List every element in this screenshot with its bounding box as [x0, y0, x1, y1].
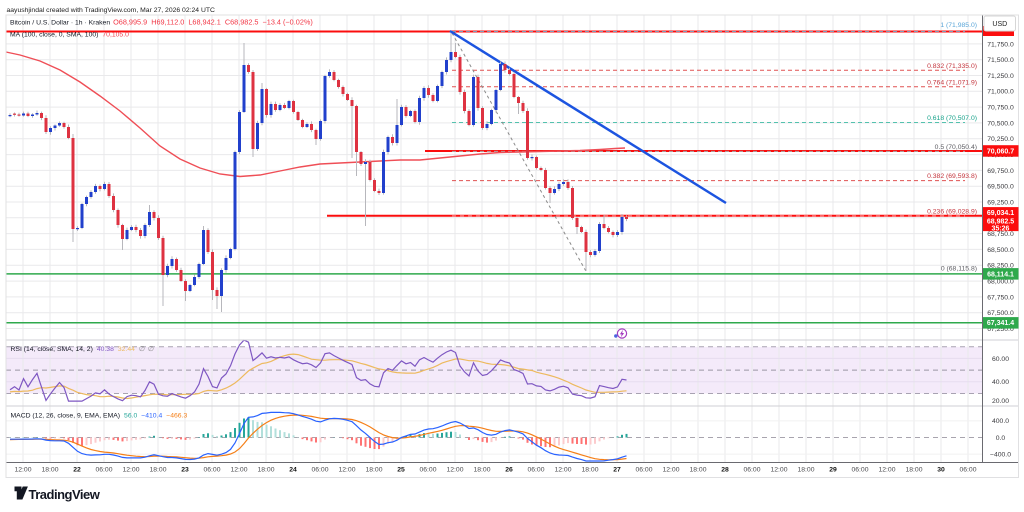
svg-text:24: 24 [289, 466, 297, 473]
svg-text:70,250.0: 70,250.0 [987, 136, 1014, 143]
svg-text:18:00: 18:00 [581, 466, 598, 473]
svg-text:12:00: 12:00 [878, 466, 895, 473]
svg-text:71,750.0: 71,750.0 [987, 41, 1014, 48]
svg-text:06:00: 06:00 [635, 466, 652, 473]
svg-text:70,750.0: 70,750.0 [987, 105, 1014, 112]
svg-text:71,250.0: 71,250.0 [987, 73, 1014, 80]
svg-text:68,750.0: 68,750.0 [987, 231, 1014, 238]
svg-text:12:00: 12:00 [662, 466, 679, 473]
svg-text:40.00: 40.00 [992, 379, 1009, 386]
svg-text:RSI (14, close, SMA, 14, 2)40.: RSI (14, close, SMA, 14, 2) 40.38 32.44 ∅ ∅ [11, 346, 154, 353]
svg-text:68,000.0: 68,000.0 [987, 279, 1014, 286]
svg-text:23: 23 [181, 466, 189, 473]
svg-text:67,341.4: 67,341.4 [987, 320, 1014, 327]
svg-text:aayushjindal created with Trad: aayushjindal created with TradingView.co… [7, 7, 216, 14]
svg-text:68,114.1: 68,114.1 [987, 271, 1014, 278]
svg-text:18:00: 18:00 [905, 466, 922, 473]
svg-text:18:00: 18:00 [257, 466, 274, 473]
svg-text:06:00: 06:00 [311, 466, 328, 473]
svg-text:18:00: 18:00 [41, 466, 58, 473]
svg-text:60.00: 60.00 [992, 356, 1009, 363]
svg-text:MACD (12, 26, close, 9, EMA, E: MACD (12, 26, close, 9, EMA, EMA) 56.0 −41… [11, 412, 188, 419]
svg-text:69,250.0: 69,250.0 [987, 199, 1014, 206]
svg-text:06:00: 06:00 [959, 466, 976, 473]
svg-text:0 (68,115.8): 0 (68,115.8) [941, 265, 977, 272]
svg-text:1 (71,985.0): 1 (71,985.0) [940, 22, 977, 29]
svg-text:70,060.7: 70,060.7 [987, 148, 1014, 155]
svg-text:30: 30 [937, 466, 945, 473]
svg-text:06:00: 06:00 [419, 466, 436, 473]
svg-text:0.764 (71,071.9): 0.764 (71,071.9) [927, 79, 977, 86]
svg-text:12:00: 12:00 [14, 466, 31, 473]
svg-text:68,982.5: 68,982.5 [987, 218, 1014, 225]
svg-text:27: 27 [613, 466, 621, 473]
svg-text:0.832 (71,335.0): 0.832 (71,335.0) [927, 63, 977, 70]
svg-text:06:00: 06:00 [95, 466, 112, 473]
svg-text:18:00: 18:00 [689, 466, 706, 473]
svg-text:0.236 (69,028.9): 0.236 (69,028.9) [927, 208, 977, 215]
svg-text:0.382 (69,593.8): 0.382 (69,593.8) [927, 173, 977, 180]
svg-text:−400.0: −400.0 [990, 452, 1011, 459]
svg-text:0.618 (70,507.0): 0.618 (70,507.0) [927, 115, 977, 122]
svg-text:67,750.0: 67,750.0 [987, 294, 1014, 301]
svg-text:400.0: 400.0 [992, 418, 1009, 425]
svg-text:06:00: 06:00 [743, 466, 760, 473]
svg-text:MA (100, close, 0, SMA, 100)70: MA (100, close, 0, SMA, 100) 70,105.0 [10, 31, 129, 38]
svg-text:12:00: 12:00 [230, 466, 247, 473]
svg-text:12:00: 12:00 [554, 466, 571, 473]
svg-text:06:00: 06:00 [851, 466, 868, 473]
svg-text:18:00: 18:00 [365, 466, 382, 473]
svg-text:12:00: 12:00 [446, 466, 463, 473]
svg-text:0.5 (70,050.4): 0.5 (70,050.4) [935, 144, 977, 151]
svg-text:12:00: 12:00 [770, 466, 787, 473]
svg-text:67,250.0: 67,250.0 [987, 326, 1014, 333]
svg-text:0.0: 0.0 [996, 435, 1006, 442]
svg-text:26: 26 [505, 466, 513, 473]
svg-text:69,034.1: 69,034.1 [987, 210, 1014, 217]
svg-text:29: 29 [829, 466, 837, 473]
svg-text:Bitcoin / U.S. Dollar · 1h · K: Bitcoin / U.S. Dollar · 1h · Kraken O68,9… [10, 18, 313, 27]
svg-text:18:00: 18:00 [797, 466, 814, 473]
svg-text:20.00: 20.00 [992, 398, 1009, 405]
svg-text:22: 22 [73, 466, 81, 473]
svg-text:06:00: 06:00 [527, 466, 544, 473]
svg-text:69,500.0: 69,500.0 [987, 184, 1014, 191]
svg-text:71,500.0: 71,500.0 [987, 57, 1014, 64]
svg-text:69,750.0: 69,750.0 [987, 168, 1014, 175]
svg-text:12:00: 12:00 [338, 466, 355, 473]
svg-text:68,500.0: 68,500.0 [987, 247, 1014, 254]
svg-text:71,000.0: 71,000.0 [987, 89, 1014, 96]
svg-text:TradingView: TradingView [29, 487, 101, 502]
svg-text:18:00: 18:00 [149, 466, 166, 473]
svg-text:USD: USD [992, 21, 1007, 28]
svg-text:12:00: 12:00 [122, 466, 139, 473]
svg-text:35:26: 35:26 [992, 226, 1010, 233]
svg-text:70,500.0: 70,500.0 [987, 120, 1014, 127]
svg-text:67,500.0: 67,500.0 [987, 310, 1014, 317]
svg-text:06:00: 06:00 [203, 466, 220, 473]
svg-text:18:00: 18:00 [473, 466, 490, 473]
svg-text:68,250.0: 68,250.0 [987, 263, 1014, 270]
svg-text:28: 28 [721, 466, 729, 473]
svg-text:25: 25 [397, 466, 405, 473]
